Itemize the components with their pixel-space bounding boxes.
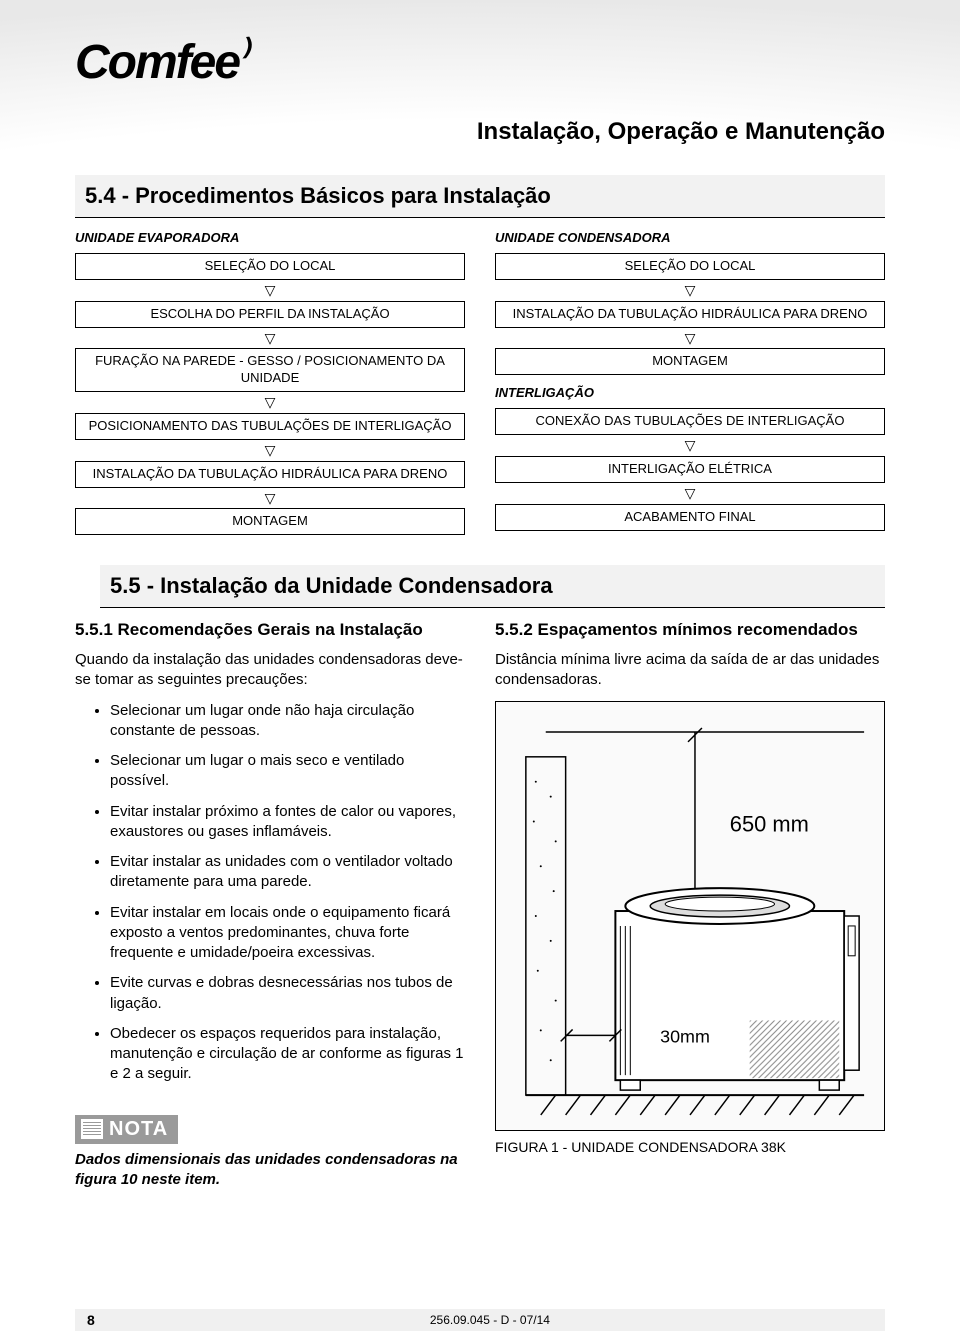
figure-1-caption: FIGURA 1 - UNIDADE CONDENSADORA 38K: [495, 1139, 885, 1155]
evaporadora-column: UNIDADE EVAPORADORA SELEÇÃO DO LOCAL ▽ E…: [75, 230, 465, 535]
col-5-5-2: 5.5.2 Espaçamentos mínimos recomendados …: [495, 620, 885, 1189]
flow-arrow-icon: ▽: [495, 483, 885, 504]
flow-arrow-icon: ▽: [495, 328, 885, 349]
page-content: 5.4 - Procedimentos Básicos para Instala…: [75, 175, 885, 1219]
document-code: 256.09.045 - D - 07/14: [95, 1313, 885, 1327]
list-item: Evitar instalar próximo a fontes de calo…: [110, 802, 465, 843]
flow-step: INSTALAÇÃO DA TUBULAÇÃO HIDRÁULICA PARA …: [75, 461, 465, 488]
col-5-5-1: 5.5.1 Recomendações Gerais na Instalação…: [75, 620, 465, 1189]
flow-arrow-icon: ▽: [75, 440, 465, 461]
flow-step: INSTALAÇÃO DA TUBULAÇÃO HIDRÁULICA PARA …: [495, 301, 885, 328]
list-item: Evite curvas e dobras desnecessárias nos…: [110, 973, 465, 1014]
flow-step: SELEÇÃO DO LOCAL: [75, 253, 465, 280]
list-item: Evitar instalar em locais onde o equipam…: [110, 903, 465, 964]
flow-arrow-icon: ▽: [75, 280, 465, 301]
list-item: Evitar instalar as unidades com o ventil…: [110, 852, 465, 893]
flow-step: ESCOLHA DO PERFIL DA INSTALAÇÃO: [75, 301, 465, 328]
flow-arrow-icon: ▽: [75, 488, 465, 509]
section-5-5-header: 5.5 - Instalação da Unidade Condensadora: [100, 565, 885, 608]
flow-arrow-icon: ▽: [495, 435, 885, 456]
list-item: Obedecer os espaços requeridos para inst…: [110, 1024, 465, 1085]
nota-badge: NOTA: [75, 1115, 178, 1144]
section-5-4-header: 5.4 - Procedimentos Básicos para Instala…: [75, 175, 885, 218]
list-item: Selecionar um lugar o mais seco e ventil…: [110, 751, 465, 792]
recommendations-list: Selecionar um lugar onde não haja circul…: [75, 701, 465, 1085]
list-item: Selecionar um lugar onde não haja circul…: [110, 701, 465, 742]
section-5-5-body: 5.5.1 Recomendações Gerais na Instalação…: [75, 620, 885, 1189]
document-title: Instalação, Operação e Manutenção: [477, 118, 885, 146]
flow-arrow-icon: ▽: [75, 392, 465, 413]
page-number: 8: [87, 1312, 95, 1328]
flow-step: FURAÇÃO NA PAREDE - GESSO / POSICIONAMEN…: [75, 348, 465, 392]
flow-step: ACABAMENTO FINAL: [495, 504, 885, 531]
flow-step: POSICIONAMENTO DAS TUBULAÇÕES DE INTERLI…: [75, 413, 465, 440]
subsec-5-5-1-title: 5.5.1 Recomendações Gerais na Instalação: [75, 620, 465, 640]
page-footer: 8 256.09.045 - D - 07/14: [75, 1309, 885, 1331]
brand-logo: Comfee⁾: [75, 35, 247, 90]
flow-columns: UNIDADE EVAPORADORA SELEÇÃO DO LOCAL ▽ E…: [75, 230, 885, 535]
logo-text: Comfee: [75, 36, 239, 89]
interligacao-heading: INTERLIGAÇÃO: [495, 385, 885, 400]
flow-arrow-icon: ▽: [75, 328, 465, 349]
nota-label: NOTA: [109, 1118, 168, 1141]
subsec-5-5-2-intro: Distância mínima livre acima da saída de…: [495, 650, 885, 691]
subsec-5-5-1-intro: Quando da instalação das unidades conden…: [75, 650, 465, 691]
nota-text: Dados dimensionais das unidades condensa…: [75, 1150, 465, 1189]
cond-heading: UNIDADE CONDENSADORA: [495, 230, 885, 245]
dim-top-label: 650 mm: [730, 811, 809, 836]
spacing-diagram: 650 mm: [495, 701, 885, 1131]
flow-step: MONTAGEM: [75, 508, 465, 535]
diagram-svg: 650 mm: [496, 702, 884, 1130]
flow-step: CONEXÃO DAS TUBULAÇÕES DE INTERLIGAÇÃO: [495, 408, 885, 435]
subsec-5-5-2-title: 5.5.2 Espaçamentos mínimos recomendados: [495, 620, 885, 640]
flow-arrow-icon: ▽: [495, 280, 885, 301]
note-icon: [81, 1119, 103, 1139]
flow-step: INTERLIGAÇÃO ELÉTRICA: [495, 456, 885, 483]
condensadora-column: UNIDADE CONDENSADORA SELEÇÃO DO LOCAL ▽ …: [495, 230, 885, 535]
evap-heading: UNIDADE EVAPORADORA: [75, 230, 465, 245]
flow-step: SELEÇÃO DO LOCAL: [495, 253, 885, 280]
flow-step: MONTAGEM: [495, 348, 885, 375]
dim-side-label: 30mm: [660, 1026, 710, 1046]
